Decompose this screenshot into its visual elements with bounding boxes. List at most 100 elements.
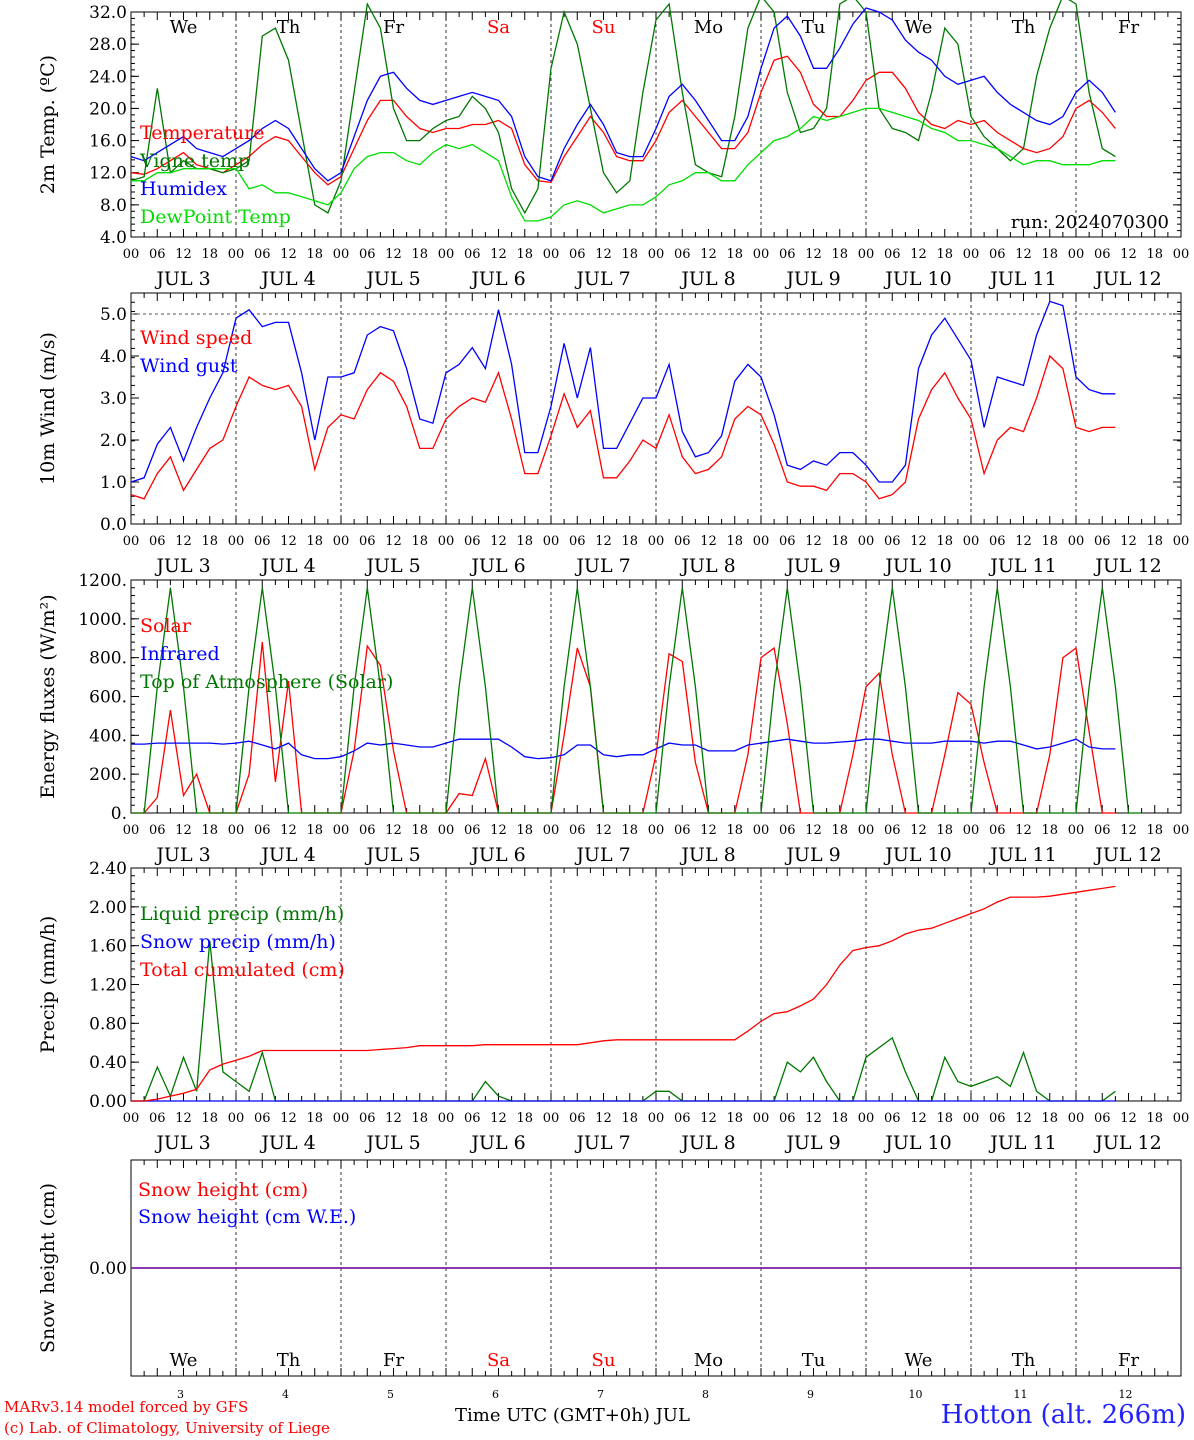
hour-tick-label: 18 bbox=[621, 1111, 638, 1126]
hour-tick-label: 06 bbox=[884, 247, 901, 262]
y-tick-label: 12.0 bbox=[89, 164, 127, 184]
series-line bbox=[130, 0, 1116, 215]
weekday-label: We bbox=[170, 1350, 198, 1371]
hour-tick-label: 12 bbox=[805, 247, 822, 262]
day-label: JUL 9 bbox=[784, 844, 840, 866]
day-label: JUL 8 bbox=[679, 268, 735, 290]
hour-tick-label: 00 bbox=[228, 823, 245, 838]
hour-tick-label: 06 bbox=[254, 1111, 271, 1126]
hour-tick-label: 00 bbox=[753, 823, 770, 838]
series-line bbox=[131, 642, 1116, 814]
day-label: JUL 5 bbox=[364, 1132, 420, 1154]
hour-tick-label: 00 bbox=[753, 247, 770, 262]
day-label: JUL 4 bbox=[259, 1132, 315, 1154]
hour-tick-label: 00 bbox=[438, 534, 455, 549]
hour-tick-label: 12 bbox=[490, 534, 507, 549]
hour-tick-label: 00 bbox=[333, 247, 350, 262]
hour-tick-label: 00 bbox=[123, 1111, 140, 1126]
y-axis-label: Energy fluxes (W/m²) bbox=[37, 594, 59, 798]
hour-tick-label: 18 bbox=[411, 823, 428, 838]
hour-tick-label: 00 bbox=[543, 823, 560, 838]
plot-frame bbox=[130, 11, 1182, 238]
hour-tick-label: 18 bbox=[936, 823, 953, 838]
hour-tick-label: 06 bbox=[149, 534, 166, 549]
hour-tick-label: 06 bbox=[569, 534, 586, 549]
weekday-label: Sa bbox=[487, 1350, 510, 1371]
hour-tick-label: 06 bbox=[779, 1111, 796, 1126]
hour-tick-label: 12 bbox=[490, 1111, 507, 1126]
hour-tick-label: 06 bbox=[779, 823, 796, 838]
day-number-label: 9 bbox=[807, 1388, 814, 1401]
hour-tick-label: 18 bbox=[621, 823, 638, 838]
hour-tick-label: 12 bbox=[700, 823, 717, 838]
hour-tick-label: 06 bbox=[674, 1111, 691, 1126]
y-tick-label: 400. bbox=[89, 726, 127, 746]
day-label: JUL 12 bbox=[1093, 844, 1161, 866]
hour-tick-label: 00 bbox=[228, 534, 245, 549]
weekday-label: Th bbox=[1012, 1350, 1036, 1371]
y-axis-label: Snow height (cm) bbox=[37, 1183, 59, 1353]
series-line bbox=[130, 300, 1116, 483]
legend-entry: Solar bbox=[140, 615, 192, 637]
hour-tick-label: 12 bbox=[1015, 823, 1032, 838]
hour-tick-label: 06 bbox=[149, 1111, 166, 1126]
day-label: JUL 4 bbox=[259, 268, 315, 290]
weekday-label: We bbox=[170, 17, 198, 38]
hour-tick-label: 12 bbox=[1015, 1111, 1032, 1126]
hour-tick-label: 00 bbox=[648, 823, 665, 838]
y-axis-label: Precip (mm/h) bbox=[37, 916, 59, 1054]
hour-tick-label: 00 bbox=[438, 247, 455, 262]
day-label: JUL 9 bbox=[784, 555, 840, 577]
weekday-label: Sa bbox=[487, 17, 510, 38]
legend-entry: Humidex bbox=[140, 178, 227, 200]
hour-tick-label: 00 bbox=[858, 823, 875, 838]
hour-tick-label: 12 bbox=[595, 823, 612, 838]
weekday-label: Fr bbox=[1118, 17, 1139, 38]
day-label: JUL 10 bbox=[883, 555, 951, 577]
series-line bbox=[131, 107, 1116, 222]
hour-tick-label: 12 bbox=[1120, 247, 1137, 262]
run-annotation: run: 2024070300 bbox=[1011, 212, 1169, 233]
y-tick-label: 16.0 bbox=[89, 132, 127, 152]
hour-tick-label: 00 bbox=[1068, 1111, 1085, 1126]
day-label: JUL 11 bbox=[988, 268, 1056, 290]
hour-tick-label: 00 bbox=[648, 534, 665, 549]
weekday-label: Su bbox=[592, 17, 616, 38]
hour-tick-label: 00 bbox=[333, 534, 350, 549]
day-label: JUL 4 bbox=[259, 844, 315, 866]
hour-tick-label: 06 bbox=[359, 247, 376, 262]
hour-tick-label: 00 bbox=[333, 823, 350, 838]
weekday-label: Mo bbox=[694, 17, 723, 38]
y-tick-label: 0.40 bbox=[89, 1053, 127, 1073]
hour-tick-label: 00 bbox=[858, 534, 875, 549]
hour-tick-label: 12 bbox=[1120, 823, 1137, 838]
hour-tick-label: 00 bbox=[858, 247, 875, 262]
hour-tick-label: 06 bbox=[569, 1111, 586, 1126]
day-number-label: 3 bbox=[177, 1388, 184, 1401]
hour-tick-label: 06 bbox=[884, 1111, 901, 1126]
hour-tick-label: 06 bbox=[569, 247, 586, 262]
hour-tick-label: 12 bbox=[595, 247, 612, 262]
day-number-label: 6 bbox=[492, 1388, 499, 1401]
y-tick-label: 0.00 bbox=[89, 1259, 127, 1279]
day-label: JUL 3 bbox=[154, 268, 210, 290]
day-label: JUL 11 bbox=[988, 1132, 1056, 1154]
hour-tick-label: 18 bbox=[306, 247, 323, 262]
series-line bbox=[130, 354, 1116, 500]
hour-tick-label: 18 bbox=[831, 534, 848, 549]
day-label: JUL 8 bbox=[679, 844, 735, 866]
hour-tick-label: 00 bbox=[1173, 1111, 1190, 1126]
hour-tick-label: 18 bbox=[726, 247, 743, 262]
series-line bbox=[130, 55, 1116, 186]
day-label: JUL 7 bbox=[574, 844, 630, 866]
hour-tick-label: 12 bbox=[910, 823, 927, 838]
hour-tick-label: 06 bbox=[464, 1111, 481, 1126]
weekday-label: We bbox=[905, 1350, 933, 1371]
hour-tick-label: 06 bbox=[149, 823, 166, 838]
day-number-label: 11 bbox=[1014, 1388, 1028, 1401]
legend-entry: Wind gust bbox=[140, 355, 238, 377]
hour-tick-label: 18 bbox=[411, 247, 428, 262]
y-tick-label: 1.60 bbox=[89, 937, 127, 957]
hour-tick-label: 06 bbox=[674, 823, 691, 838]
y-tick-label: 1.20 bbox=[89, 976, 127, 996]
